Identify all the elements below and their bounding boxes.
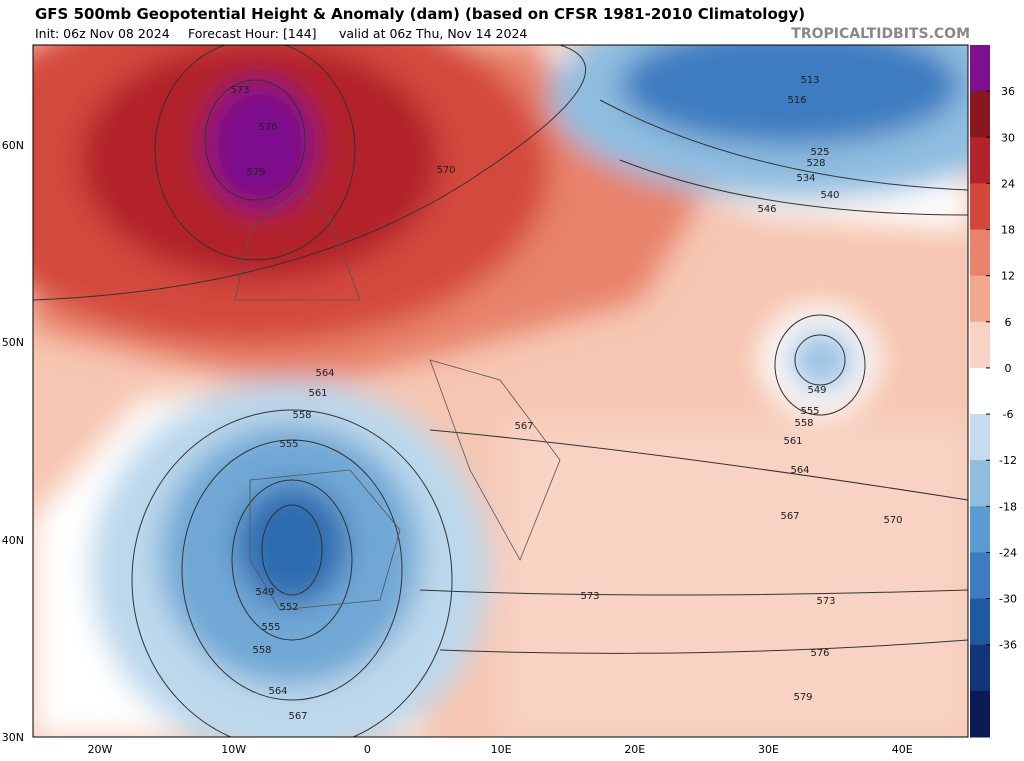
colorbar-label: 12 bbox=[1001, 270, 1015, 283]
colorbar-label: -12 bbox=[999, 454, 1017, 467]
contour-label: 573 bbox=[816, 596, 835, 607]
contour-label: 540 bbox=[820, 190, 839, 201]
contour-label: 549 bbox=[255, 587, 274, 598]
contour-label: 573 bbox=[580, 591, 599, 602]
colorbar-swatch bbox=[970, 45, 990, 92]
colorbar-swatch bbox=[970, 275, 990, 323]
lon-label: 10E bbox=[491, 743, 512, 756]
colorbar-swatch bbox=[970, 552, 990, 600]
contour-label: 513 bbox=[800, 75, 819, 86]
colorbar-swatch bbox=[970, 644, 990, 692]
colorbar-label: -36 bbox=[999, 639, 1017, 652]
contour-label: 570 bbox=[883, 515, 902, 526]
colorbar-swatch bbox=[970, 506, 990, 553]
colorbar-swatch bbox=[970, 690, 990, 738]
contour-label: 576 bbox=[258, 122, 277, 133]
contour-label: 555 bbox=[261, 622, 280, 633]
map-frame bbox=[32, 44, 969, 738]
contour-label: 561 bbox=[308, 388, 327, 399]
contour-label: 558 bbox=[252, 645, 271, 656]
init: Init: 06z Nov 08 2024 bbox=[35, 26, 170, 41]
contour-label: 579 bbox=[793, 692, 812, 703]
colorbar-swatch bbox=[970, 321, 990, 369]
colorbar-label: 30 bbox=[1001, 131, 1015, 144]
forecast-hour: Forecast Hour: [144] bbox=[188, 26, 317, 41]
lon-label: 10W bbox=[221, 743, 246, 756]
colorbar-swatch bbox=[970, 91, 990, 138]
contour-label: 525 bbox=[810, 147, 829, 158]
contour-label: 558 bbox=[292, 410, 311, 421]
contour-label: 561 bbox=[783, 436, 802, 447]
contour-label: 573 bbox=[230, 85, 249, 96]
lat-label: 40N bbox=[2, 534, 24, 547]
source: TROPICALTIDBITS.COM bbox=[791, 26, 970, 42]
colorbar-swatch bbox=[970, 598, 990, 646]
lon-label: 0 bbox=[364, 743, 371, 756]
contour-label: 570 bbox=[436, 165, 455, 176]
lat-label: 30N bbox=[2, 731, 24, 744]
lon-label: 20E bbox=[624, 743, 645, 756]
colorbar-label: 18 bbox=[1001, 224, 1015, 237]
lat-label: 50N bbox=[2, 336, 24, 349]
contour-label: 555 bbox=[800, 406, 819, 417]
contour-label: 567 bbox=[514, 421, 533, 432]
contour-label: 567 bbox=[780, 511, 799, 522]
contour-label: 528 bbox=[806, 158, 825, 169]
colorbar-label: -24 bbox=[999, 546, 1017, 559]
contour-label: 576 bbox=[810, 648, 829, 659]
contour-label: 534 bbox=[796, 173, 815, 184]
colorbar-label: 0 bbox=[1005, 362, 1012, 375]
lon-label: 40E bbox=[892, 743, 913, 756]
contour-label: 516 bbox=[787, 95, 806, 106]
lon-label: 30E bbox=[758, 743, 779, 756]
colorbar-swatch bbox=[970, 367, 990, 415]
title: GFS 500mb Geopotential Height & Anomaly … bbox=[35, 5, 805, 23]
colorbar-label: -30 bbox=[999, 593, 1017, 606]
colorbar-swatch bbox=[970, 229, 990, 277]
colorbar-label: -18 bbox=[999, 500, 1017, 513]
colorbar-swatch bbox=[970, 183, 990, 231]
colorbar-label: 36 bbox=[1001, 85, 1015, 98]
colorbar-swatch bbox=[970, 137, 990, 184]
contour-label: 567 bbox=[288, 711, 307, 722]
contour-label: 558 bbox=[794, 418, 813, 429]
colorbar-label: 6 bbox=[1005, 316, 1012, 329]
colorbar-swatch bbox=[970, 460, 990, 507]
colorbar-label: -6 bbox=[1003, 408, 1014, 421]
contour-label: 555 bbox=[279, 439, 298, 450]
contour-label: 564 bbox=[315, 368, 334, 379]
contour-label: 579 bbox=[246, 167, 265, 178]
lon-label: 20W bbox=[88, 743, 113, 756]
contour-label: 564 bbox=[268, 686, 287, 697]
lat-label: 60N bbox=[2, 139, 24, 152]
colorbar-swatch bbox=[970, 414, 990, 461]
contour-label: 552 bbox=[279, 602, 298, 613]
colorbar-label: 24 bbox=[1001, 177, 1015, 190]
contour-label: 564 bbox=[790, 465, 809, 476]
contour-label: 546 bbox=[757, 204, 776, 215]
colorbar: 36 30 24 18 12 6 0 -6 -12 -18 -24 -30 -36 bbox=[970, 45, 1017, 738]
contour-label: 549 bbox=[807, 385, 826, 396]
valid-time: valid at 06z Thu, Nov 14 2024 bbox=[339, 26, 527, 41]
